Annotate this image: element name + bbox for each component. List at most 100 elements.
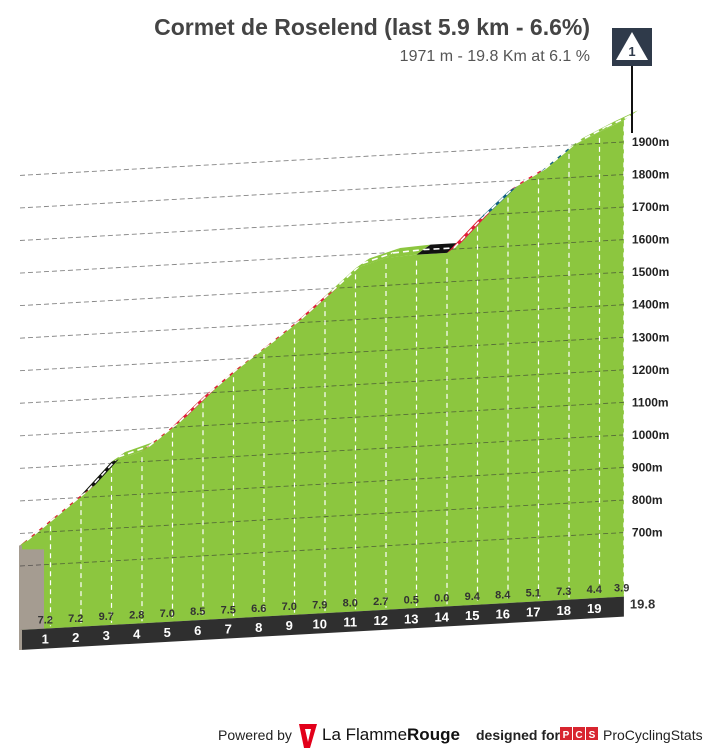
km-label-14: 14: [435, 610, 450, 625]
gridline-1600: [19, 239, 624, 274]
pcs-logo-icon: P C S: [560, 727, 598, 741]
profile-area: [20, 120, 624, 631]
lfr-brand-part1: La Flamme: [322, 725, 408, 744]
profile-title: Cormet de Roselend (last 5.9 km - 6.6%): [154, 14, 590, 40]
road-centerline-20: [606, 114, 632, 128]
gradient-label-3: 9.7: [99, 611, 114, 623]
road-centerline-5: [148, 421, 181, 447]
powered-by-label: Powered by: [218, 727, 292, 743]
category-badge-layer: 1: [612, 28, 652, 133]
road-centerline-18: [544, 142, 577, 169]
altitude-tick-800: 800m: [632, 493, 663, 507]
road-centerline-7: [209, 365, 242, 393]
designed-for-label: designed for: [476, 727, 561, 743]
gridline-800: [19, 499, 624, 534]
road-centerline-9: [270, 317, 303, 344]
km-label-2: 2: [72, 630, 79, 645]
elevation-profile-chart: 1 2 3 4 5 6 7 8 9 10 11 12 13 14 15 16 17 18 19 19.87.2 7.2 9…: [19, 28, 670, 650]
km-label-15: 15: [465, 608, 479, 623]
category-badge-label: 1: [628, 44, 635, 59]
km-label-5: 5: [164, 625, 171, 640]
gradient-label-17: 5.1: [526, 588, 541, 600]
profile-subtitle: 1971 m - 19.8 Km at 6.1 %: [399, 48, 590, 65]
gridline-1800: [19, 174, 624, 209]
km-label-11: 11: [343, 615, 357, 630]
altitude-tick-1400: 1400m: [632, 298, 669, 312]
gridline-1100: [19, 401, 624, 437]
altitude-tick-1900: 1900m: [632, 135, 669, 149]
pcs-letter-s: S: [589, 730, 596, 741]
profile-fill-layer: [19, 120, 624, 631]
road-centerline-1: [26, 514, 59, 542]
gradient-label-16: 8.4: [495, 589, 511, 601]
profile-base-layer: [19, 596, 624, 650]
gradient-label-7: 7.5: [221, 604, 236, 616]
gradient-label-19: 4.4: [587, 584, 603, 596]
km-label-7: 7: [225, 621, 232, 636]
road-centerline-17: [514, 167, 546, 188]
altitude-tick-1300: 1300m: [632, 330, 669, 344]
gridline-1400: [19, 304, 624, 339]
km-label-8: 8: [255, 620, 262, 635]
road-centerline-15: [453, 215, 486, 249]
km-label-17: 17: [526, 605, 540, 620]
lfr-brand[interactable]: La FlammeRouge: [322, 725, 460, 745]
gradient-label-11: 8.0: [343, 598, 358, 610]
gradient-label-5: 7.0: [160, 608, 175, 620]
gradient-label-12: 2.7: [373, 596, 388, 608]
altitude-tick-700: 700m: [632, 526, 663, 540]
altitude-gridlines: [19, 126, 625, 627]
gridline-1000: [19, 434, 624, 469]
profile-start-face: [20, 549, 44, 630]
road-segments-layer: [20, 110, 638, 546]
lfr-brand-part2: Rouge: [407, 725, 460, 744]
road-centerline-19: [575, 126, 607, 144]
altitude-tick-1100: 1100m: [632, 395, 669, 409]
pcs-letter-p: P: [563, 730, 570, 741]
gradient-label-6: 8.5: [190, 606, 205, 618]
profile-base-band: [20, 596, 624, 650]
altitude-tick-900: 900m: [632, 460, 663, 474]
profile-labels-layer: 1 2 3 4 5 6 7 8 9 10 11 12 13 14 15 16 17 18 19 19.87.2 7.2 9…: [38, 135, 670, 647]
altitude-tick-1500: 1500m: [632, 265, 669, 279]
road-centerline-12: [362, 252, 394, 265]
km-label-19: 19: [587, 601, 601, 616]
gradient-label-8: 6.6: [251, 603, 266, 615]
pcs-letter-c: C: [575, 730, 582, 741]
total-distance-label: 19.8: [630, 597, 655, 612]
km-label-16: 16: [496, 606, 510, 621]
gradient-label-15: 9.4: [465, 591, 481, 603]
altitude-tick-1600: 1600m: [632, 233, 669, 247]
km-label-6: 6: [194, 623, 201, 638]
gridline-1300: [19, 336, 624, 372]
pcs-brand[interactable]: ProCyclingStats: [603, 727, 703, 743]
road-centerline-16: [483, 186, 516, 217]
gradient-label-14: 0.0: [434, 593, 449, 605]
km-label-18: 18: [557, 603, 571, 618]
footer: Powered by La FlammeRouge designed for P…: [0, 722, 705, 750]
road-centerline-4: [118, 445, 150, 458]
altitude-tick-1700: 1700m: [632, 200, 669, 214]
road-centerline-6: [178, 391, 211, 423]
gradient-label-4: 2.8: [129, 610, 144, 622]
gradient-label-13: 0.5: [404, 594, 419, 606]
gradient-label-2: 7.2: [68, 613, 83, 625]
mountain-icon: [616, 32, 648, 60]
km-label-10: 10: [313, 616, 327, 631]
gradient-label-18: 7.3: [556, 586, 571, 598]
km-label-4: 4: [133, 627, 141, 642]
flame-logo-icon: [299, 724, 317, 748]
km-label-13: 13: [404, 611, 418, 626]
road-segment-12: [355, 247, 400, 269]
km-label-3: 3: [103, 628, 110, 643]
road-centerline-2: [56, 489, 89, 516]
gradient-label-20: 3.9: [614, 583, 629, 595]
gridline-700: [19, 532, 624, 567]
gridline-1200: [19, 369, 624, 404]
road-centerline-10: [300, 290, 333, 320]
gridline-1900: [19, 141, 624, 176]
gradient-label-9: 7.0: [282, 601, 297, 613]
road-centerline-8: [240, 342, 272, 367]
km-label-1: 1: [42, 632, 49, 647]
road-centerline-3: [87, 456, 120, 491]
